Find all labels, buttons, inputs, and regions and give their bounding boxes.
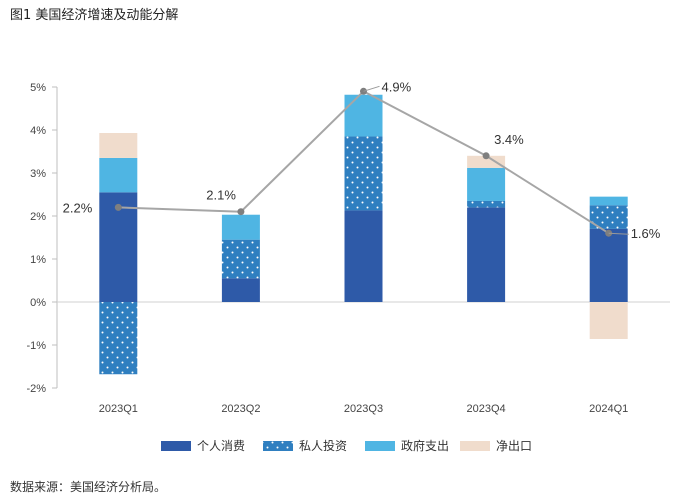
bar-segment-government [344,94,383,137]
x-axis: 2023Q1 2023Q2 2023Q3 2023Q4 2024Q1 [99,403,629,415]
legend-swatch [365,441,395,451]
legend-label: 政府支出 [401,438,449,453]
legend-label: 私人投资 [299,438,347,453]
figure-source: 数据来源：美国经济分析局。 [10,480,167,494]
y-tick-label: 4% [30,125,46,137]
bar-segment-investment [344,136,383,211]
growth-point [114,203,122,211]
growth-label: 4.9% [382,79,412,94]
growth-label: 2.2% [63,200,93,215]
bar-segment-investment [221,239,260,279]
bar-segment-government [99,157,138,193]
y-tick-label: 0% [30,297,46,309]
bar-segment-net-exports [467,155,506,168]
growth-point [482,152,490,160]
label-leader [363,85,380,92]
legend-swatch [161,441,191,451]
bar-segment-net-exports [99,133,138,158]
bar-segment-government [467,167,506,201]
x-tick-label: 2023Q3 [344,403,383,415]
bar-segment-net-exports [589,302,628,339]
bar-segment-government [589,196,628,206]
legend-swatch [263,441,293,451]
y-tick-label: 2% [30,211,46,223]
x-tick-label: 2024Q1 [589,403,628,415]
growth-label: 3.4% [494,132,524,147]
x-tick-label: 2023Q2 [221,403,260,415]
data-labels: 2.2% 2.1% 4.9% 3.4% 1.6% [63,79,661,241]
growth-label: 2.1% [206,188,236,203]
bar-segment-investment [99,302,138,375]
bar-segment-government [221,214,260,240]
bar-segment-consumption [221,278,260,302]
x-tick-label: 2023Q1 [99,403,138,415]
x-tick-label: 2023Q4 [467,403,506,415]
figure-title: 图1 美国经济增速及动能分解 [10,8,179,23]
y-tick-label: 5% [30,82,46,94]
bar-segment-consumption [589,228,628,302]
legend-swatch [460,441,490,451]
legend-label: 个人消费 [197,439,245,453]
growth-point [237,208,245,216]
y-tick-label: 1% [30,254,46,266]
y-tick-label: -2% [26,383,46,395]
bar-segment-consumption [344,210,383,302]
bar-segment-consumption [467,207,506,302]
bar-segment-investment [467,200,506,208]
y-tick-label: 3% [30,168,46,180]
label-leader [608,232,629,235]
legend: 个人消费 私人投资 政府支出 净出口 [161,438,532,453]
legend-label: 净出口 [496,439,532,453]
growth-label: 1.6% [631,226,661,241]
bar-segment-investment [589,205,628,229]
y-tick-label: -1% [26,340,46,352]
bars [99,94,628,375]
